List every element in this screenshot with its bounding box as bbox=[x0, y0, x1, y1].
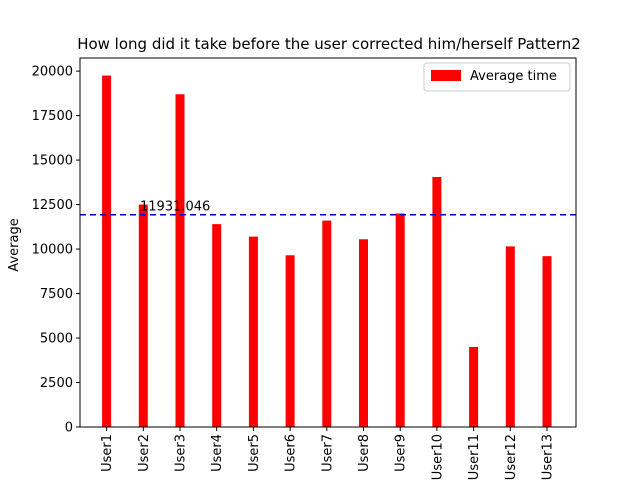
bar bbox=[248, 236, 258, 427]
y-tick-label: 20000 bbox=[32, 65, 73, 80]
bar bbox=[175, 94, 185, 427]
bar bbox=[285, 255, 295, 427]
y-tick-label: 17500 bbox=[32, 109, 73, 124]
bar bbox=[432, 176, 442, 427]
legend-label: Average time bbox=[470, 69, 557, 84]
y-tick-label: 0 bbox=[65, 421, 73, 436]
bar bbox=[395, 213, 405, 427]
bar bbox=[469, 346, 479, 427]
y-axis-label: Average bbox=[7, 218, 22, 271]
x-tick-label: User10 bbox=[430, 434, 445, 480]
plot-frame bbox=[79, 57, 577, 428]
x-tick-label: User1 bbox=[100, 434, 115, 472]
x-tick-label: User4 bbox=[210, 434, 225, 472]
y-tick-label: 15000 bbox=[32, 154, 73, 169]
legend-swatch bbox=[431, 70, 461, 81]
y-tick-label: 2500 bbox=[40, 376, 73, 391]
x-tick-label: User13 bbox=[541, 434, 556, 480]
x-tick-label: User2 bbox=[137, 434, 152, 472]
bar bbox=[102, 75, 112, 427]
bar bbox=[322, 220, 332, 427]
bar bbox=[212, 224, 222, 427]
x-tick-label: User6 bbox=[284, 434, 299, 472]
x-tick-label: User5 bbox=[247, 434, 262, 472]
x-tick-label: User9 bbox=[394, 434, 409, 472]
legend: Average time bbox=[423, 62, 571, 92]
bar bbox=[505, 246, 515, 427]
plot-area: 11931.046 0 2500 5000 7500 10000 12500 15000 175… bbox=[32, 57, 577, 480]
chart-title: How long did it take before the user cor… bbox=[77, 35, 581, 53]
x-tick-label: User3 bbox=[174, 434, 189, 472]
y-tick-label: 5000 bbox=[40, 332, 73, 347]
reference-line-label: 11931.046 bbox=[140, 200, 210, 215]
bar bbox=[542, 256, 552, 427]
x-tick-label: User12 bbox=[504, 434, 519, 480]
bar bbox=[138, 204, 148, 427]
y-tick-label: 12500 bbox=[32, 198, 73, 213]
x-tick-label: User7 bbox=[320, 434, 335, 472]
x-tick-label: User11 bbox=[467, 434, 482, 480]
y-tick-label: 10000 bbox=[32, 243, 73, 258]
bar bbox=[359, 239, 368, 427]
x-tick-label: User8 bbox=[357, 434, 372, 472]
y-tick-label: 7500 bbox=[40, 287, 73, 302]
